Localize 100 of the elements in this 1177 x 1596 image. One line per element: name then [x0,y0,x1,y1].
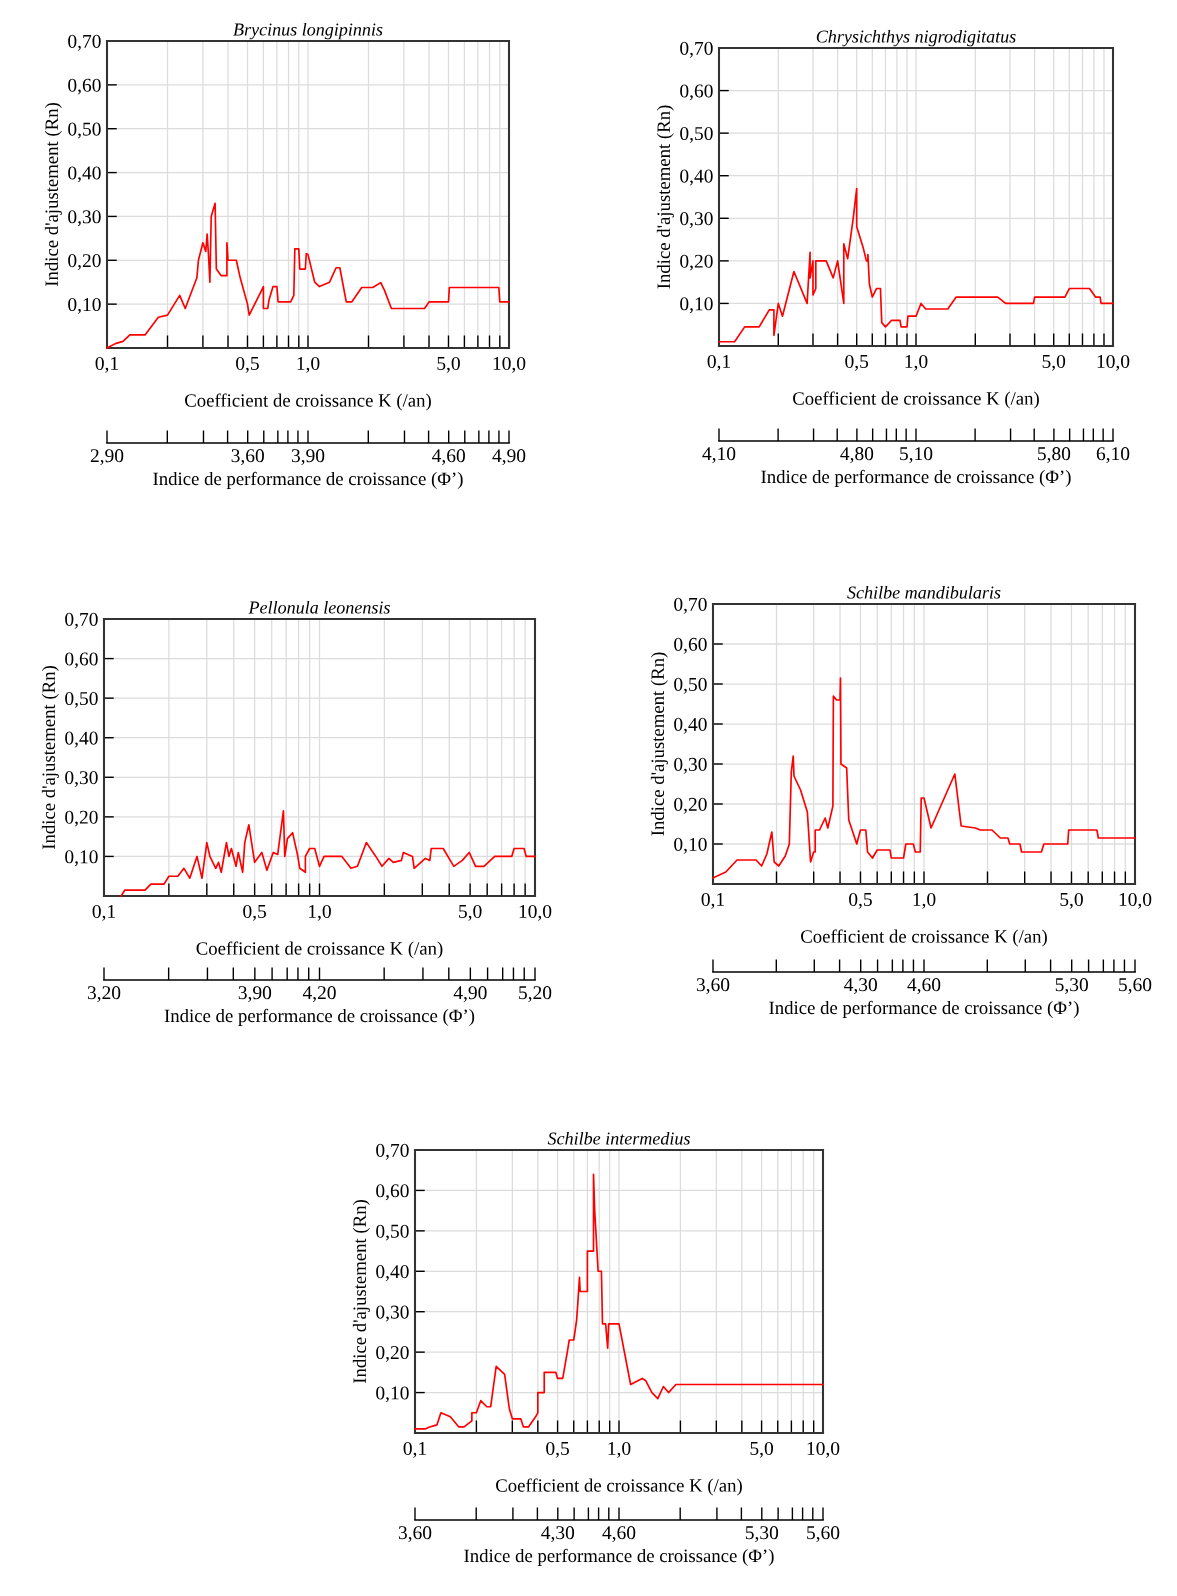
x2-tick-label: 3,90 [291,449,325,466]
x-tick-label: 0,5 [243,904,267,921]
y-tick-label: 0,30 [68,210,101,227]
x-tick-label: 1,0 [608,1441,631,1458]
x-tick-label: 0,5 [849,892,872,909]
chart-title: Pellonula leonensis [248,600,390,614]
x-axis-title: Coefficient de croissance K (/an) [793,391,1039,409]
x2-axis-title: Indice de performance de croissance (Φ’) [761,469,1071,487]
y-tick-label: 0,20 [68,254,101,271]
y-tick-label: 0,60 [68,78,101,95]
y-tick-label: 0,10 [680,297,713,314]
x2-axis-title: Indice de performance de croissance (Φ’) [769,1000,1079,1018]
y-tick-label: 0,50 [674,677,707,694]
x-tick-label: 5,0 [459,904,482,921]
y-tick-label: 0,70 [65,612,98,629]
y-tick-label: 0,60 [680,84,713,101]
x-tick-label: 1,0 [913,892,936,909]
y-axis-title: Indice d'ajustement (Rn) [352,1200,370,1384]
x2-tick-label: 3,60 [231,449,264,466]
x2-tick-label: 4,30 [844,978,877,995]
y-tick-label: 0,20 [680,254,713,271]
x-tick-label: 1,0 [309,904,331,921]
x2-tick-label: 4,30 [541,1526,575,1543]
x-tick-label: 0,1 [92,904,115,921]
x2-tick-label: 5,10 [900,447,933,464]
x2-tick-label: 4,10 [702,447,736,464]
y-tick-label: 0,60 [376,1184,409,1201]
x-tick-label: 0,5 [546,1441,569,1458]
y-tick-label: 0,70 [674,597,707,614]
y-tick-label: 0,10 [65,850,98,867]
x-axis-title: Coefficient de croissance K (/an) [185,393,431,411]
x2-tick-label: 5,60 [1119,978,1152,995]
x2-axis-title: Indice de performance de croissance (Φ’) [153,471,463,489]
x2-tick-label: 3,90 [238,986,272,1003]
y-tick-label: 0,50 [65,691,98,708]
x-tick-label: 1,0 [905,354,928,371]
x-axis-title: Coefficient de croissance K (/an) [196,941,443,959]
y-tick-label: 0,60 [674,637,707,654]
y-tick-label: 0,70 [376,1143,409,1160]
y-tick-label: 0,70 [68,34,101,51]
x-tick-label: 5,0 [437,356,460,373]
y-tick-label: 0,40 [68,166,101,183]
x-tick-label: 0,5 [845,354,869,371]
y-tick-label: 0,60 [65,652,98,669]
x-tick-label: 10,0 [519,904,552,921]
x2-tick-label: 4,60 [907,978,941,995]
y-tick-label: 0,10 [674,837,707,854]
y-axis-title: Indice d'ajustement (Rn) [656,105,674,289]
chart-title: Brycinus longipinnis [233,22,383,40]
x-tick-label: 0,1 [701,892,724,909]
y-tick-label: 0,30 [674,757,707,774]
x2-axis-title: Indice de performance de croissance (Φ’) [464,1548,774,1566]
x2-tick-label: 3,20 [87,986,121,1003]
x-tick-label: 1,0 [297,356,320,373]
chart-title: Chrysichthys nigrodigitatus [816,29,1016,47]
x2-tick-label: 4,60 [432,449,465,466]
x-tick-label: 0,1 [707,354,730,371]
y-tick-label: 0,20 [674,797,707,814]
y-tick-label: 0,30 [376,1305,409,1322]
x-tick-label: 10,0 [1097,354,1130,371]
y-axis-title: Indice d'ajustement (Rn) [44,103,62,287]
x2-tick-label: 5,60 [807,1526,840,1543]
x2-tick-label: 4,80 [840,447,874,464]
y-tick-label: 0,40 [674,717,707,734]
y-tick-label: 0,40 [680,169,713,186]
y-tick-label: 0,50 [68,122,101,139]
x-tick-label: 0,5 [236,356,259,373]
y-tick-label: 0,70 [680,41,713,58]
x-axis-title: Coefficient de croissance K (/an) [496,1478,742,1496]
x-tick-label: 10,0 [807,1441,840,1458]
x2-tick-label: 4,60 [602,1526,636,1543]
x2-tick-label: 5,80 [1038,447,1071,464]
x-tick-label: 5,0 [750,1441,773,1458]
y-tick-label: 0,10 [376,1386,409,1403]
y-tick-label: 0,10 [68,297,101,314]
x2-axis-title: Indice de performance de croissance (Φ’) [164,1008,475,1026]
x-tick-label: 0,1 [95,356,118,373]
x2-tick-label: 3,60 [398,1526,432,1543]
y-tick-label: 0,20 [376,1345,409,1362]
x-tick-label: 10,0 [493,356,526,373]
x2-tick-label: 4,90 [492,449,526,466]
x2-tick-label: 5,30 [745,1526,779,1543]
chart-title: Schilbe mandibularis [847,585,1001,599]
x2-tick-label: 3,60 [696,978,730,995]
y-tick-label: 0,30 [65,771,98,788]
y-tick-label: 0,20 [65,810,98,827]
x2-tick-label: 5,20 [519,986,552,1003]
x-axis-title: Coefficient de croissance K (/an) [801,929,1047,947]
y-tick-label: 0,30 [680,212,713,229]
y-axis-title: Indice d'ajustement (Rn) [41,666,59,850]
x2-tick-label: 2,90 [90,449,124,466]
y-tick-label: 0,50 [376,1224,409,1241]
x2-tick-label: 4,90 [453,986,487,1003]
x-tick-label: 0,1 [403,1441,426,1458]
x2-tick-label: 5,30 [1055,978,1088,995]
chart-title: Schilbe intermedius [547,1131,690,1145]
x2-tick-label: 6,10 [1096,447,1130,464]
x-tick-label: 5,0 [1060,892,1083,909]
y-tick-label: 0,50 [680,126,713,143]
y-axis-title: Indice d'ajustement (Rn) [650,652,668,836]
